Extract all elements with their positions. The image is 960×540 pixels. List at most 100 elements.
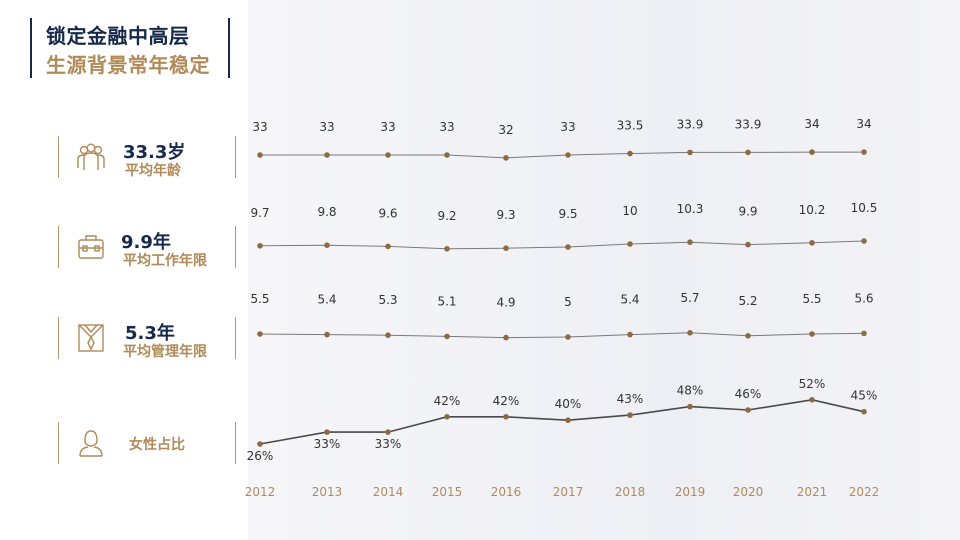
series-2-point-2019: [687, 239, 693, 245]
card-management-years: 5.3年 平均管理年限: [58, 317, 236, 360]
series-3-point-2016: [503, 334, 509, 341]
series-1-label-2020: 33.9: [735, 117, 762, 131]
series-1-point-2013: [324, 152, 330, 158]
series-2-label-2019: 10.3: [677, 202, 704, 216]
series-2-label-2020: 9.9: [738, 205, 757, 219]
series-1-point-2020: [745, 149, 751, 156]
x-tick-label-2022: 2022: [849, 485, 880, 499]
series-2-point-2020: [745, 241, 751, 248]
series-2-label-2016: 9.3: [496, 208, 515, 222]
series-3-label-2021: 5.5: [802, 292, 821, 306]
series-3-label-2020: 5.2: [738, 294, 757, 308]
series-3-label-2013: 5.4: [317, 293, 336, 307]
series-2-point-2014: [385, 243, 391, 250]
series-4-label-2020: 46%: [735, 387, 762, 401]
series-4-label-2019: 48%: [677, 384, 704, 398]
series-2-label-2021: 10.2: [799, 203, 826, 217]
series-2-label-2017: 9.5: [558, 207, 577, 221]
series-3-label-2016: 4.9: [496, 296, 515, 310]
series-1-label-2015: 33: [439, 120, 454, 134]
management-years-value: 5.3年: [125, 323, 175, 344]
series-2-label-2014: 9.6: [378, 206, 397, 220]
x-tick-label-2021: 2021: [797, 485, 828, 499]
x-tick-label-2018: 2018: [615, 485, 646, 499]
series-3-point-2012: [257, 331, 263, 337]
series-2-point-2018: [627, 241, 633, 247]
series-2-label-2013: 9.8: [317, 205, 336, 219]
series-3-point-2021: [809, 331, 815, 337]
x-tick-label-2019: 2019: [675, 485, 706, 499]
series-3-point-2022: [861, 330, 867, 337]
series-1-label-2016: 32: [498, 123, 513, 137]
average-age-value: 33.3岁: [123, 142, 186, 163]
series-4-label-2021: 52%: [799, 377, 826, 391]
briefcase-icon: [78, 235, 104, 259]
series-4-point-2017: [565, 417, 571, 424]
series-1-point-2015: [444, 152, 450, 158]
series-4-point-2022: [861, 408, 867, 415]
x-tick-label-2013: 2013: [312, 485, 343, 499]
series-4-label-2017: 40%: [555, 397, 582, 411]
series-3-point-2015: [444, 333, 450, 340]
series-3-label-2018: 5.4: [620, 293, 639, 307]
series-2-label-2015: 9.2: [437, 209, 456, 223]
x-tick-label-2012: 2012: [245, 485, 276, 499]
x-tick-label-2015: 2015: [432, 485, 463, 499]
x-tick-label-2016: 2016: [491, 485, 522, 499]
series-3-point-2019: [687, 330, 693, 336]
work-years-value: 9.9年: [121, 232, 171, 253]
series-3-line: [259, 332, 865, 339]
series-3-label-2015: 5.1: [437, 294, 456, 308]
series-1-label-2017: 33: [560, 120, 575, 134]
series-1-label-2014: 33: [380, 120, 395, 134]
work-years-label: 平均工作年限: [123, 253, 207, 269]
series-2-label-2012: 9.7: [250, 206, 269, 220]
people-group-icon: [77, 143, 105, 170]
series-2-point-2022: [861, 238, 867, 244]
series-2-point-2016: [503, 245, 509, 251]
series-3-point-2014: [385, 332, 391, 339]
series-4-point-2016: [503, 414, 509, 420]
series-4-label-2013: 33%: [314, 437, 341, 451]
series-1-line: [260, 151, 864, 159]
series-1-label-2022: 34: [856, 117, 871, 131]
series-1-label-2018: 33.5: [617, 119, 644, 133]
series-1-point-2016: [503, 155, 509, 161]
series-4-point-2013: [324, 429, 330, 435]
series-1-point-2017: [565, 152, 571, 158]
series-3-label-2014: 5.3: [378, 293, 397, 307]
management-years-label: 平均管理年限: [123, 344, 207, 360]
title-line-2: 生源背景常年稳定: [46, 53, 210, 77]
card-female-ratio: 女性占比: [58, 422, 236, 464]
series-3-point-2018: [627, 331, 633, 338]
series-2-line: [259, 240, 865, 250]
series-3-point-2020: [745, 333, 751, 339]
series-4-point-2021: [809, 397, 815, 403]
series-2-point-2017: [565, 244, 571, 250]
series-3-label-2012: 5.5: [250, 292, 269, 306]
series-1-label-2013: 33: [319, 120, 334, 134]
series-2-point-2015: [444, 246, 450, 252]
series-1-label-2021: 34: [804, 117, 819, 131]
series-3-label-2017: 5: [564, 295, 572, 309]
series-4-label-2018: 43%: [617, 392, 644, 406]
series-4-label-2012: 26%: [247, 449, 274, 463]
series-2-point-2021: [809, 240, 815, 246]
series-4-label-2022: 45%: [851, 389, 878, 403]
suit-tie-icon: [78, 324, 104, 352]
series-4-point-2015: [444, 414, 450, 420]
series-3-point-2017: [565, 334, 571, 340]
series-2-label-2022: 10.5: [851, 201, 878, 215]
series-1-label-2012: 33: [252, 120, 267, 134]
series-2-label-2018: 10: [622, 204, 637, 218]
series-4-point-2018: [627, 412, 633, 418]
series-1-point-2021: [809, 149, 815, 155]
series-4-label-2015: 42%: [434, 394, 461, 408]
series-1-point-2014: [385, 152, 391, 158]
series-2-point-2012: [257, 243, 263, 249]
series-3-label-2022: 5.6: [854, 291, 873, 305]
series-4-label-2014: 33%: [375, 437, 402, 451]
card-work-years: 9.9年 平均工作年限: [58, 226, 236, 269]
card-average-age: 33.3岁 平均年龄: [58, 136, 236, 179]
